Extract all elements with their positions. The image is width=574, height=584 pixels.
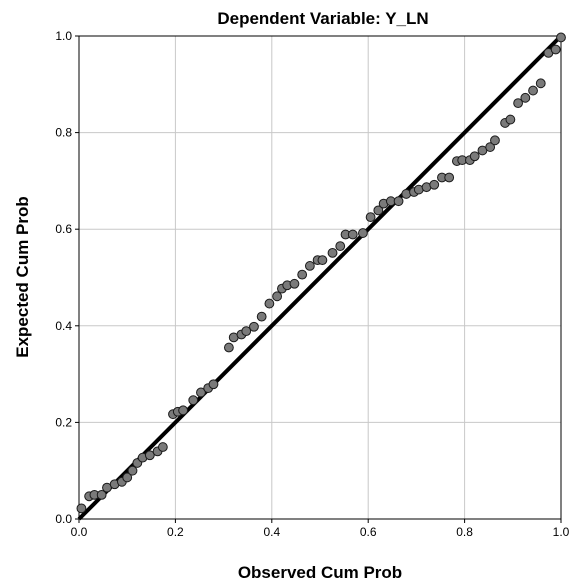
data-point	[535, 78, 546, 89]
grid-lines	[79, 36, 561, 519]
plot-frame	[78, 35, 562, 520]
x-tick-label: 0.8	[456, 525, 473, 539]
data-point	[256, 311, 267, 322]
data-point	[485, 142, 496, 152]
data-point	[347, 229, 358, 240]
y-tick-label: 0.4	[55, 319, 72, 333]
data-point	[249, 321, 259, 332]
data-point	[550, 44, 561, 55]
data-point	[188, 395, 199, 406]
data-point	[264, 298, 275, 309]
data-point	[335, 241, 346, 252]
data-point	[272, 291, 283, 302]
data-point	[76, 503, 87, 514]
data-point	[96, 489, 107, 500]
data-point	[490, 135, 500, 146]
data-point	[196, 387, 206, 398]
data-point	[127, 465, 138, 476]
data-point	[357, 228, 368, 238]
data-point	[429, 179, 440, 190]
data-point	[469, 151, 480, 162]
chart-title: Dependent Variable: Y_LN	[217, 9, 428, 28]
tick-labels: 0.0 0.2 0.4 0.6 0.8 1.0 0.0 0.2 0.4 0.6 0.8 1.0	[55, 29, 569, 539]
data-point	[520, 92, 531, 103]
reference-line	[77, 34, 563, 521]
y-tick-label: 0.8	[55, 126, 72, 140]
data-point	[513, 98, 524, 109]
data-point	[144, 450, 155, 461]
data-point	[327, 247, 338, 258]
data-point	[289, 278, 300, 289]
y-tick-label: 0.6	[55, 222, 72, 236]
x-tick-label: 1.0	[553, 525, 570, 539]
y-axis-title: Expected Cum Prob	[13, 196, 32, 358]
data-point	[157, 442, 168, 452]
data-point	[393, 196, 404, 207]
data-point	[444, 172, 455, 183]
data-point	[556, 32, 566, 43]
y-tick-label: 0.2	[55, 415, 72, 429]
x-tick-label: 0.2	[167, 525, 184, 539]
data-point	[208, 379, 219, 390]
x-tick-label: 0.6	[360, 525, 377, 539]
data-point	[528, 85, 538, 96]
x-tick-label: 0.0	[71, 525, 88, 539]
data-point	[317, 255, 328, 266]
data-point	[122, 472, 133, 483]
data-point	[304, 261, 315, 271]
data-point	[224, 342, 234, 353]
data-point	[241, 326, 252, 337]
data-point	[297, 269, 308, 280]
y-tick-label: 0.0	[55, 512, 72, 526]
data-point	[178, 405, 189, 416]
x-tick-label: 0.4	[263, 525, 280, 539]
x-axis-title: Observed Cum Prob	[238, 563, 402, 582]
data-point	[365, 212, 376, 223]
data-point	[505, 114, 516, 125]
data-points	[76, 32, 566, 514]
y-tick-label: 1.0	[55, 29, 72, 43]
data-point	[373, 205, 384, 216]
